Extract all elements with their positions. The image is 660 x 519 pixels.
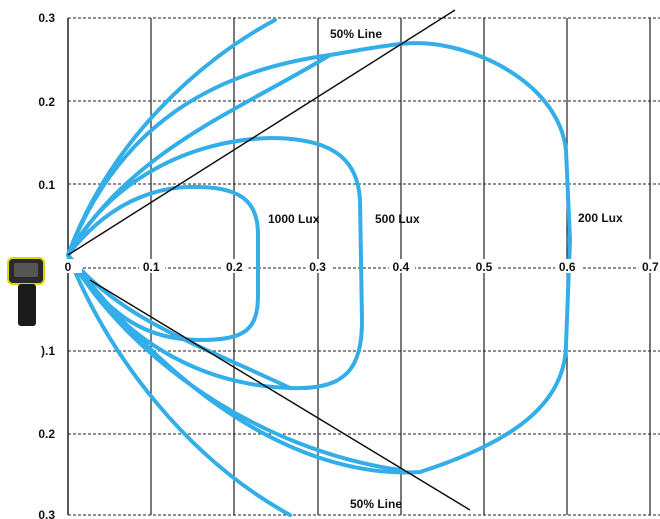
- tick-bg: [139, 259, 166, 273]
- label-50-line-top: 50% Line: [330, 27, 382, 41]
- contour-200-lux: [66, 41, 572, 475]
- x-tick-label: 0.2: [226, 260, 243, 274]
- contour-outer-top-1: [66, 18, 277, 257]
- y-tick-label: 0.1: [38, 178, 55, 192]
- contour-outer-bottom-3: [66, 253, 292, 390]
- contour-outer-top-2: [66, 53, 332, 257]
- x-tick-label: 0.5: [476, 260, 493, 274]
- tick-bg: [472, 259, 498, 273]
- contour-outer-bottom-2: [66, 253, 402, 472]
- contour-500-lux: [66, 136, 364, 391]
- x-tick-label: 0.1: [143, 260, 160, 274]
- y-tick-label: 0.2: [38, 95, 55, 109]
- tick-bg: [222, 259, 249, 273]
- y-tick-label: 0.2: [38, 427, 55, 441]
- tick-bg: [388, 259, 415, 273]
- x-tick-label: 0.7: [642, 260, 659, 274]
- tick-bg: [305, 259, 332, 273]
- y-tick-label: 0.3: [38, 11, 55, 25]
- tick-bg: [555, 259, 582, 273]
- tick-bg: [56, 259, 82, 273]
- x-tick-label: 0: [65, 260, 72, 274]
- barcode-scanner-icon: [7, 257, 45, 326]
- label-500-lux: 500 Lux: [375, 212, 420, 226]
- fifty-percent-line-top: [67, 9, 456, 256]
- contours: [66, 18, 572, 517]
- tick-labels: 0 0.1 0.2 0.3 0.4 0.5 0.6 0.7 0.3 0.2 0.1 ).1 0.2 0.3: [38, 11, 660, 519]
- y-tick-label: 0.3: [38, 508, 55, 519]
- label-1000-lux: 1000 Lux: [268, 212, 320, 226]
- contour-1000-lux: [66, 184, 260, 342]
- x-tick-label: 0.3: [309, 260, 326, 274]
- label-200-lux: 200 Lux: [578, 211, 623, 225]
- y-tick-label: ).1: [41, 344, 55, 358]
- contour-outer-bottom-1: [66, 253, 292, 517]
- x-tick-label: 0.6: [559, 260, 576, 274]
- x-tick-label: 0.4: [392, 260, 409, 274]
- fifty-percent-line-bottom: [89, 279, 471, 511]
- label-50-line-bottom: 50% Line: [350, 497, 402, 511]
- tick-bg: [638, 259, 660, 273]
